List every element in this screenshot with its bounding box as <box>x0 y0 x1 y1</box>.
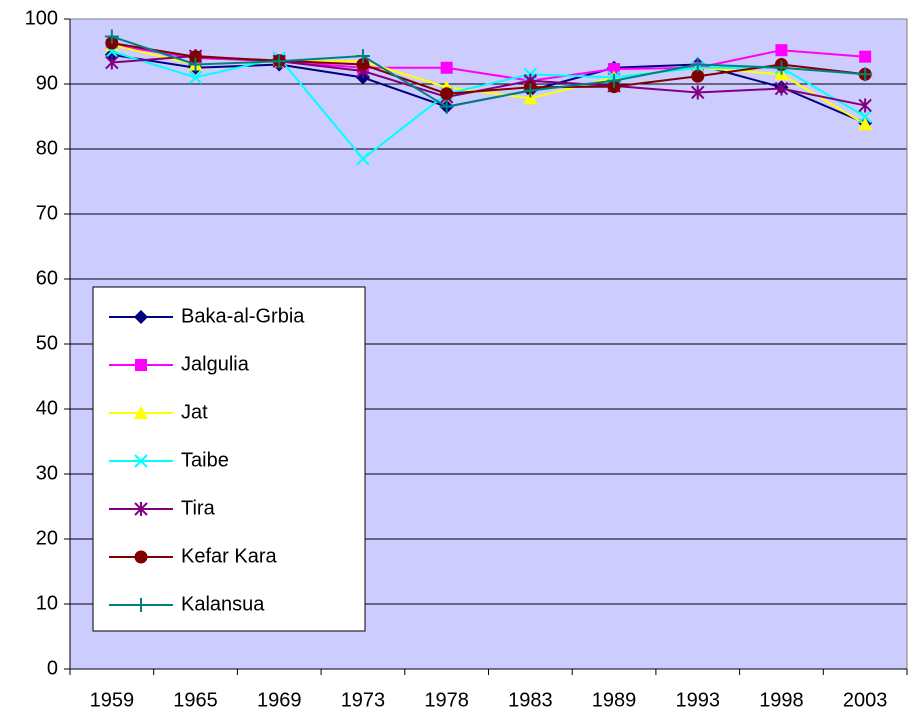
marker <box>105 55 119 70</box>
x-tick-label: 1973 <box>341 689 386 711</box>
y-tick-label: 20 <box>36 527 58 549</box>
marker <box>775 44 788 57</box>
legend-label: Kalansua <box>181 593 265 615</box>
y-tick-label: 0 <box>47 657 58 679</box>
marker <box>774 81 789 96</box>
marker <box>272 54 287 69</box>
y-tick-label: 90 <box>36 72 58 94</box>
legend-marker <box>134 454 148 468</box>
marker <box>691 69 705 83</box>
marker <box>356 58 370 71</box>
y-tick-label: 30 <box>36 462 58 484</box>
marker <box>439 99 454 114</box>
marker <box>690 57 705 72</box>
marker <box>189 50 203 64</box>
marker <box>188 57 203 72</box>
marker <box>858 109 872 124</box>
marker <box>440 87 454 101</box>
x-tick-label: 1989 <box>592 689 637 711</box>
marker <box>774 60 789 75</box>
marker <box>523 91 538 105</box>
x-tick-label: 1993 <box>676 689 721 711</box>
legend-label: Jalgulia <box>181 353 250 375</box>
marker <box>188 70 203 85</box>
marker <box>858 67 873 82</box>
marker <box>607 73 622 88</box>
y-tick-label: 70 <box>36 202 58 224</box>
legend-marker <box>134 502 148 516</box>
marker <box>858 98 872 113</box>
series-line <box>111 35 866 108</box>
legend-marker <box>134 310 148 324</box>
x-tick-label: 1959 <box>90 689 135 711</box>
series-line <box>111 50 866 161</box>
legend-label: Jat <box>181 401 208 423</box>
x-tick-label: 1965 <box>173 689 218 711</box>
x-tick-label: 1969 <box>257 689 302 711</box>
series <box>104 29 873 114</box>
legend-marker <box>134 598 148 612</box>
legend-marker <box>134 550 148 564</box>
marker <box>355 49 370 64</box>
marker <box>440 61 453 74</box>
marker <box>691 85 705 100</box>
marker <box>859 50 872 63</box>
marker <box>104 29 119 44</box>
y-tick-label: 40 <box>36 397 58 419</box>
y-tick-label: 10 <box>36 592 58 614</box>
x-tick-label: 1998 <box>759 689 804 711</box>
marker <box>356 152 370 166</box>
legend-box <box>92 286 366 632</box>
y-tick-label: 80 <box>36 137 58 159</box>
marker <box>523 83 538 98</box>
y-tick-label: 60 <box>36 267 58 289</box>
series-line <box>111 42 866 95</box>
marker <box>608 63 621 76</box>
legend-label: Tira <box>181 497 216 519</box>
legend-label: Taibe <box>181 449 229 471</box>
y-tick-label: 50 <box>36 332 58 354</box>
legend-label: Kefar Kara <box>181 545 277 567</box>
legend-marker <box>134 406 148 419</box>
x-tick-label: 2003 <box>843 689 888 711</box>
marker <box>858 117 873 131</box>
legend-label: Baka-al-Grbia <box>181 305 305 327</box>
x-tick-label: 1978 <box>424 689 469 711</box>
y-tick-label: 100 <box>25 7 58 29</box>
x-tick-label: 1983 <box>508 689 553 711</box>
legend-marker <box>135 359 147 371</box>
